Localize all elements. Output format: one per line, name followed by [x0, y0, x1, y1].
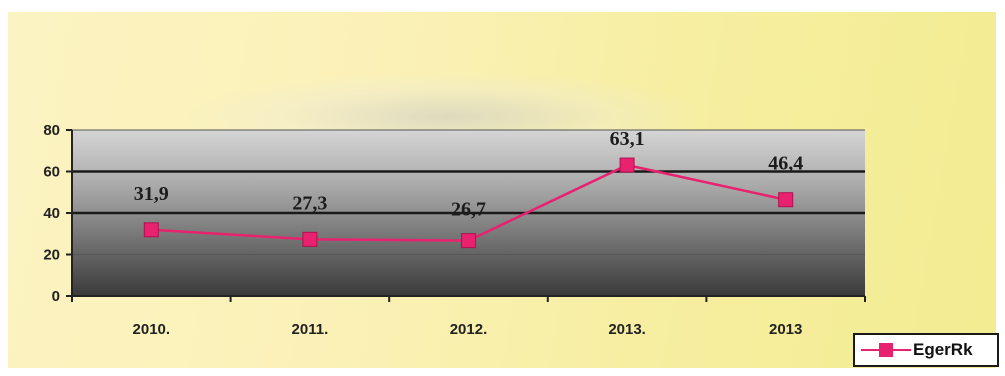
data-labels: 31,9 27,3 26,7 63,1 46,4 [134, 128, 803, 221]
x-tick-label: 2011. [292, 321, 329, 338]
y-tick-label: 60 [43, 164, 60, 181]
plot-area [72, 129, 865, 296]
x-tick-label: 2013 [769, 321, 802, 338]
data-point-marker [619, 157, 635, 173]
data-point-marker [302, 231, 318, 247]
data-label: 63,1 [610, 128, 645, 150]
data-label: 46,4 [768, 153, 803, 175]
y-tick-label: 20 [43, 247, 60, 264]
legend: EgerRk [853, 333, 999, 367]
x-tick-label: 2013. [608, 321, 646, 338]
data-label: 26,7 [451, 199, 486, 221]
legend-label: EgerRk [913, 340, 973, 359]
data-point-marker [461, 233, 476, 249]
y-tick-label: 40 [43, 205, 60, 222]
x-tick-label: 2010. [133, 321, 171, 338]
series-egerrk [143, 157, 794, 249]
data-label: 31,9 [134, 183, 169, 205]
data-point-marker [143, 222, 159, 238]
legend-marker-icon [861, 343, 911, 357]
y-tick-label: 80 [43, 122, 60, 139]
y-tick-label: 0 [52, 288, 60, 305]
axes: 0 20 40 60 80 2010. 2011. 2012. 2013. 2013 [43, 122, 866, 338]
data-label: 27,3 [292, 192, 327, 214]
data-point-marker [778, 192, 794, 208]
x-tick-label: 2012. [450, 321, 488, 338]
